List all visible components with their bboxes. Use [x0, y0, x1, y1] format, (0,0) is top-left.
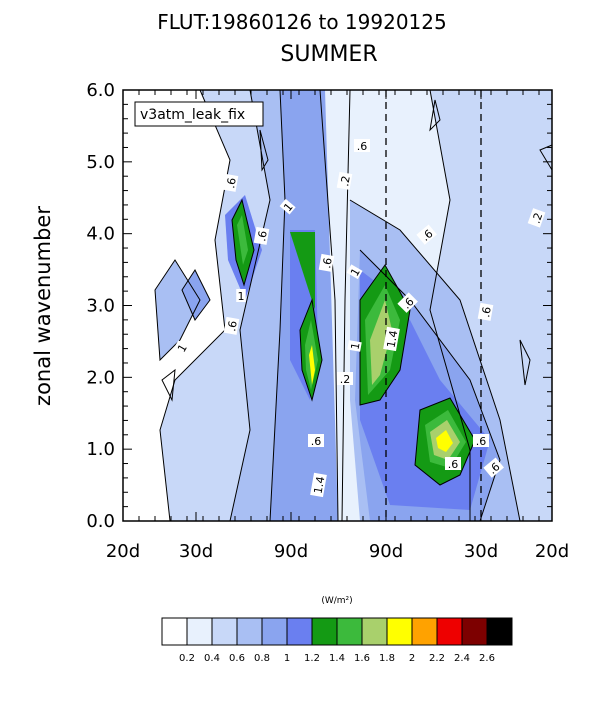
y-axis-label: zonal wavenumber	[31, 206, 55, 406]
legend-box: v3atm_leak_fix	[134, 101, 264, 127]
contour-label: .2	[337, 372, 353, 386]
contour-label: .6	[223, 316, 240, 335]
x-tick-labels: 20d 30d 90d 90d 30d 20d	[106, 541, 569, 562]
contour-label: .6	[473, 434, 489, 448]
colorbar-level-label: 0.6	[229, 653, 245, 664]
contour-label: .2	[527, 208, 546, 228]
y-tick-label: 1.0	[86, 439, 115, 460]
colorbar: 0.2 0.4 0.6 0.8 1 1.2 1.4 1.6 1.8 2 2.2 2.4 2.6	[161, 617, 513, 664]
colorbar-level-label: 2.4	[454, 653, 470, 664]
colorbar-level-label: 2.6	[479, 653, 495, 664]
x-tick-label: 20d	[535, 541, 569, 562]
y-tick-label: 6.0	[86, 80, 115, 101]
contour-label: 1.4	[383, 326, 401, 352]
y-tick-label: 0.0	[86, 511, 115, 532]
colorbar-level-label: 1.4	[329, 653, 345, 664]
contour-label: .6	[354, 139, 370, 153]
svg-text:.2: .2	[340, 373, 351, 386]
colorbar-swatch	[436, 617, 463, 646]
svg-text:1.4: 1.4	[385, 329, 401, 348]
colorbar-swatch	[311, 617, 338, 646]
svg-text:.6: .6	[357, 140, 368, 153]
chart-subtitle: SUMMER	[280, 42, 377, 67]
svg-text:.2: .2	[530, 211, 546, 225]
y-tick-label: 5.0	[86, 152, 115, 173]
colorbar-swatch	[386, 617, 413, 646]
colorbar-swatch	[461, 617, 488, 646]
contour-label: 1	[173, 340, 190, 356]
contour-label: 1	[346, 264, 363, 280]
x-tick-label: 20d	[106, 541, 140, 562]
contour-label: .6	[222, 173, 239, 192]
svg-text:.6: .6	[476, 435, 487, 448]
y-tick-labels: 0.0 1.0 2.0 3.0 4.0 5.0 6.0	[86, 80, 115, 532]
contour-label: 1	[236, 289, 246, 303]
legend-label: v3atm_leak_fix	[140, 107, 245, 123]
y-tick-label: 2.0	[86, 367, 115, 388]
svg-text:.6: .6	[225, 320, 240, 333]
svg-text:.6: .6	[311, 435, 322, 448]
colorbar-level-label: 1.2	[304, 653, 320, 664]
contour-label: .6	[477, 302, 494, 321]
svg-text:.6: .6	[448, 458, 459, 471]
svg-text:1: 1	[238, 290, 245, 303]
colorbar-swatch	[261, 617, 288, 646]
colorbar-swatch	[211, 617, 238, 646]
svg-text:.2: .2	[338, 175, 353, 188]
colorbar-level-label: 0.2	[179, 653, 195, 664]
contour-label: .6	[308, 434, 324, 448]
contour-label: .6	[397, 292, 418, 313]
y-tick-label: 4.0	[86, 224, 115, 245]
x-tick-label: 90d	[369, 541, 403, 562]
contour-label: .6	[253, 226, 270, 245]
units-label: (W/m²)	[321, 596, 352, 606]
colorbar-swatch	[286, 617, 313, 646]
svg-text:.6: .6	[479, 306, 494, 319]
colorbar-swatch	[161, 617, 188, 646]
contour-label: .6	[483, 457, 504, 478]
svg-text:1: 1	[348, 342, 362, 351]
svg-text:.6: .6	[320, 257, 335, 270]
colorbar-swatch	[236, 617, 263, 646]
colorbar-level-label: 1.6	[354, 653, 370, 664]
x-tick-label: 30d	[464, 541, 498, 562]
x-tick-label: 90d	[274, 541, 308, 562]
colorbar-swatch	[361, 617, 388, 646]
colorbar-swatch	[186, 617, 213, 646]
svg-text:1.4: 1.4	[312, 475, 328, 494]
chart-title: FLUT:19860126 to 19920125	[157, 10, 446, 34]
colorbar-level-label: 1	[284, 653, 290, 664]
contour-labels: .6.61.61.6.2.61.61.41.6.6.2.61.41.6.6.2.…	[173, 139, 546, 498]
colorbar-swatch	[486, 617, 513, 646]
colorbar-swatch	[411, 617, 438, 646]
svg-text:.6: .6	[224, 177, 239, 190]
contour-label: .2	[336, 171, 353, 190]
colorbar-level-label: 2	[409, 653, 415, 664]
contour-label: .6	[445, 457, 461, 471]
x-tick-label: 30d	[179, 541, 213, 562]
contour-label: .6	[318, 253, 335, 272]
colorbar-swatch	[336, 617, 363, 646]
colorbar-level-label: 2.2	[429, 653, 445, 664]
contour-label: 1.4	[310, 472, 328, 498]
y-tick-label: 3.0	[86, 296, 115, 317]
svg-text:.6: .6	[255, 230, 270, 243]
contour-label: .6	[416, 224, 437, 245]
colorbar-level-label: 1.8	[379, 653, 395, 664]
contour-label: 1	[347, 340, 363, 352]
colorbar-level-label: 0.4	[204, 653, 220, 664]
colorbar-level-label: 0.8	[254, 653, 270, 664]
